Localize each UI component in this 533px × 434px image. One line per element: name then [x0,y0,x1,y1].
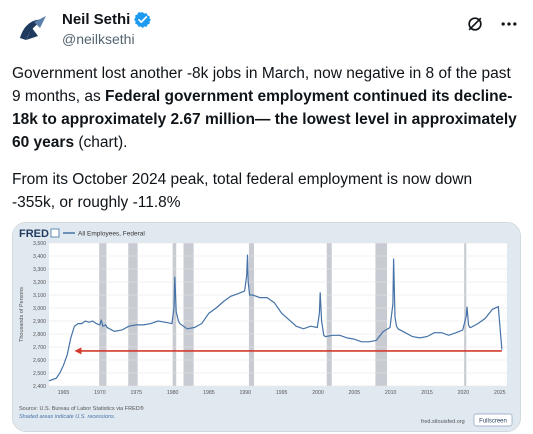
tweet-paragraph-2: From its October 2024 peak, total federa… [12,171,473,211]
x-tick-label: 2020 [458,390,470,396]
tweet-bold-text: Federal government employment continued … [12,88,517,151]
tweet-text: Government lost another -8k jobs in Marc… [12,62,517,228]
y-tick-label: 3,400 [33,254,46,260]
recession-band [183,243,194,386]
recession-band [326,243,332,386]
avatar[interactable] [12,10,52,50]
y-tick-label: 3,000 [33,306,46,312]
fred-logo-mark [50,228,60,238]
y-tick-label: 3,500 [33,241,46,247]
annotation-arrow-head [74,347,82,355]
y-tick-label: 3,200 [33,280,46,286]
fred-logo: FRED [19,228,49,240]
y-tick-label: 3,100 [33,293,46,299]
y-tick-label: 2,700 [33,345,46,351]
chart-shaded-note: Shaded areas indicate U.S. recessions. [19,414,115,420]
recession-band [375,243,388,386]
grok-icon[interactable] [465,14,485,34]
recession-band [248,243,255,386]
tweet-media[interactable]: FRED All Employees, Federal 2,400 2,500 2,60… [12,222,521,432]
header-actions [465,14,519,34]
x-tick-label: 2015 [421,390,433,396]
fred-chart-svg: FRED All Employees, Federal 2,400 2,500 2,60… [19,228,513,427]
fullscreen-button[interactable] [473,413,513,427]
y-tick-label: 2,600 [33,358,46,364]
y-axis-label: Thousands of Persons [19,287,25,342]
x-tick-label: 1985 [203,390,215,396]
compass-logo-icon [13,11,51,49]
recession-band [99,243,107,386]
series-line [48,254,503,382]
x-tick-label: 1965 [58,390,70,396]
verified-badge-icon [134,11,152,28]
y-tick-label: 3,300 [33,267,46,273]
tweet-text-part: (chart). [74,134,128,151]
x-tick-label: 2025 [494,390,506,396]
y-tick-label: 2,500 [33,371,46,377]
tweet-text-part: Government lost another -8k jobs in Marc… [12,65,511,105]
plot-area [49,243,507,386]
x-tick-label: 1990 [240,390,252,396]
x-tick-label: 2000 [312,390,324,396]
x-tick-label: 1995 [276,390,288,396]
y-tick-label: 2,400 [33,384,46,390]
author-row: Neil Sethi [62,11,152,28]
x-tick-label: 2005 [349,390,361,396]
y-tick-label: 2,800 [33,332,46,338]
author-name[interactable]: Neil Sethi [62,11,131,28]
chart-source: Source: U.S. Bureau of Labor Statistics … [19,405,144,412]
recession-band [128,243,138,386]
x-tick-label: 1975 [130,390,142,396]
recession-band [172,243,177,386]
tweet-paragraph-1: Government lost another -8k jobs in Marc… [12,62,517,154]
fullscreen-label: Fullscreen [479,419,507,425]
x-tick-label: 2010 [385,390,397,396]
x-tick-label: 1980 [167,390,179,396]
fred-chart: FRED All Employees, Federal 2,400 2,500 2,60… [13,223,520,431]
more-icon[interactable] [499,14,519,34]
x-tick-label: 1970 [94,390,106,396]
recession-band [464,243,467,386]
chart-site: fred.stlouisfed.org [421,419,465,425]
legend-label: All Employees, Federal [78,231,145,238]
y-tick-label: 2,900 [33,319,46,325]
author-handle[interactable]: @neilksethi [62,31,135,47]
